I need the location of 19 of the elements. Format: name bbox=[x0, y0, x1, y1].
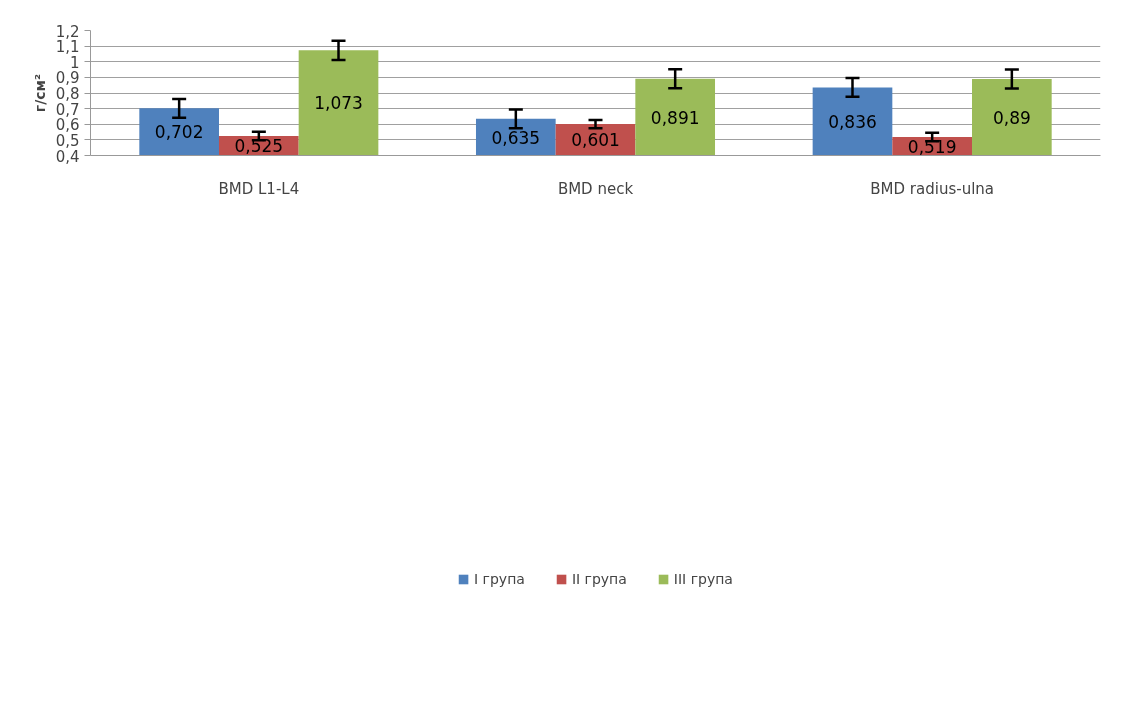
data-label: 0,891 bbox=[650, 107, 700, 128]
y-tick-label: 0,4 bbox=[55, 147, 80, 166]
y-tick-label: 0,9 bbox=[55, 69, 80, 88]
data-label: 1,073 bbox=[314, 93, 363, 114]
x-tick-label: BMD radius-ulna bbox=[870, 179, 995, 198]
data-label: 0,635 bbox=[491, 127, 541, 148]
legend-label: II група bbox=[571, 570, 627, 587]
x-tick-label: BMD L1-L4 bbox=[218, 179, 300, 198]
data-label: 0,601 bbox=[571, 130, 620, 151]
legend-label: III група bbox=[673, 570, 733, 587]
y-tick-label: 1,2 bbox=[55, 22, 80, 41]
y-axis-title: г/см² bbox=[31, 73, 48, 113]
y-tick-label: 0,8 bbox=[55, 85, 80, 103]
data-label: 0,89 bbox=[992, 107, 1031, 128]
data-label: 0,702 bbox=[154, 122, 204, 143]
x-tick-label: BMD neck bbox=[557, 179, 634, 198]
legend-label: I група bbox=[474, 570, 525, 587]
y-tick-label: 0,7 bbox=[55, 100, 80, 119]
data-label: 0,836 bbox=[828, 111, 877, 132]
